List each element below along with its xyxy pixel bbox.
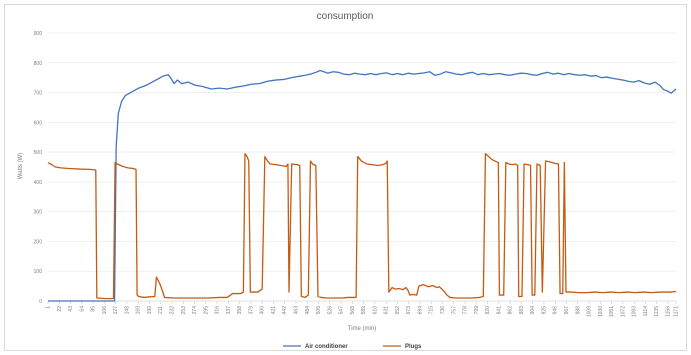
- x-tick-label: 337: [226, 306, 232, 315]
- legend: Air conditioner Plugs: [283, 344, 422, 350]
- x-tick-label: 568: [350, 306, 356, 315]
- x-tick-label: 715: [429, 306, 435, 315]
- x-tick-label: 64: [79, 306, 85, 312]
- y-tick-label: 500: [34, 150, 43, 156]
- x-tick-label: 274: [192, 306, 198, 315]
- x-tick-label: 526: [327, 306, 333, 315]
- x-tick-label: 610: [372, 306, 378, 315]
- x-tick-label: 22: [57, 306, 63, 312]
- y-axis-label: Watts (W): [18, 153, 24, 179]
- legend-label: Plugs: [405, 344, 422, 350]
- x-tick-label: 1156: [665, 306, 671, 317]
- x-tick-label: 1009: [587, 306, 593, 317]
- x-tick-label: 190: [147, 306, 153, 315]
- chart-frame: [4, 4, 687, 351]
- x-tick-label: 1135: [654, 306, 660, 317]
- y-axis-ticks: 0 100 200 300 400 500 600 700 800 900: [34, 31, 43, 305]
- x-tick-label: 820: [485, 306, 491, 315]
- x-tick-label: 1051: [609, 306, 615, 317]
- x-tick-label: 883: [519, 306, 525, 315]
- x-tick-label: 421: [271, 306, 277, 315]
- x-tick-label: 253: [181, 306, 187, 315]
- x-tick-label: 211: [158, 306, 164, 314]
- x-tick-label: 127: [113, 306, 119, 315]
- x-tick-label: 547: [339, 306, 345, 315]
- y-tick-label: 900: [34, 31, 43, 37]
- x-tick-label: 589: [361, 306, 367, 315]
- legend-label: Air conditioner: [305, 344, 348, 350]
- y-tick-label: 200: [34, 239, 43, 245]
- x-tick-label: 904: [530, 306, 536, 315]
- x-tick-label: 505: [316, 306, 322, 315]
- x-tick-label: 295: [203, 306, 209, 315]
- x-tick-label: 988: [575, 306, 581, 315]
- x-tick-label: 463: [293, 306, 299, 315]
- x-tick-label: 1072: [620, 306, 626, 317]
- x-tick-label: 484: [305, 306, 311, 315]
- x-tick-label: 43: [68, 306, 74, 312]
- x-tick-label: 1114: [643, 306, 649, 317]
- x-tick-label: 442: [282, 306, 288, 315]
- y-tick-label: 300: [34, 210, 43, 216]
- x-tick-label: 736: [440, 306, 446, 315]
- y-tick-label: 400: [34, 180, 43, 186]
- x-tick-label: 778: [463, 306, 469, 315]
- x-tick-label: 358: [237, 306, 243, 315]
- x-tick-label: 652: [395, 306, 401, 315]
- series-line-plugs: [47, 152, 677, 300]
- x-tick-label: 169: [136, 306, 142, 315]
- x-tick-label: 967: [564, 306, 570, 315]
- gridlines: [48, 32, 676, 272]
- chart-title: consumption: [317, 11, 374, 22]
- x-axis-label: Time (min): [348, 326, 376, 332]
- x-tick-label: 316: [215, 306, 221, 315]
- x-tick-label: 841: [496, 306, 502, 315]
- x-tick-label: 106: [102, 306, 108, 315]
- y-tick-label: 0: [39, 299, 42, 305]
- x-tick-label: 148: [124, 306, 130, 315]
- x-tick-label: 1093: [632, 306, 638, 317]
- x-tick-label: 379: [248, 306, 254, 315]
- series-line-air-conditioner: [48, 69, 677, 302]
- x-tick-label: 862: [508, 306, 514, 315]
- x-axis-ticks: 1 22 43 64 85 106 127 148 169 190 211 232 253 274 295 3…: [46, 301, 680, 317]
- x-tick-label: 1030: [598, 306, 604, 317]
- x-tick-label: 673: [406, 306, 412, 315]
- x-tick-label: 232: [169, 306, 175, 315]
- x-tick-label: 694: [417, 306, 423, 315]
- x-tick-label: 85: [91, 306, 97, 312]
- x-tick-label: 400: [260, 306, 266, 315]
- x-tick-label: 946: [553, 306, 559, 315]
- x-tick-label: 631: [384, 306, 390, 315]
- x-tick-label: 799: [474, 306, 480, 315]
- x-tick-label: 925: [541, 306, 547, 315]
- series-lines: [47, 69, 677, 302]
- x-tick-label: 1171: [674, 306, 680, 317]
- y-tick-label: 600: [34, 120, 43, 126]
- y-tick-label: 100: [34, 269, 43, 275]
- y-tick-label: 800: [34, 61, 43, 67]
- y-tick-label: 700: [34, 91, 43, 97]
- x-tick-label: 1: [46, 306, 52, 309]
- x-tick-label: 757: [451, 306, 457, 315]
